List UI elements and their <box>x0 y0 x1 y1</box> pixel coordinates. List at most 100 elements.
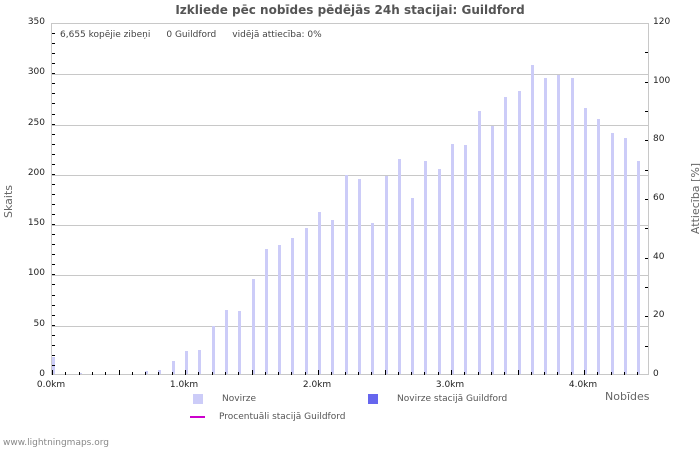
x-tick-mark <box>91 372 93 375</box>
legend-item-percent: Procentuāli stacijā Guildford <box>190 412 345 422</box>
stats-ratio: vidējā attiecība: 0% <box>232 30 322 40</box>
x-tick-mark <box>145 372 147 375</box>
x-tick-mark <box>597 372 599 375</box>
x-tick-mark <box>610 372 612 375</box>
y-right-tick-mark <box>645 257 648 259</box>
y-tick-mark <box>52 173 55 175</box>
x-tick-mark <box>78 372 80 375</box>
y-right-tick-mark <box>645 199 648 200</box>
bar <box>185 350 188 374</box>
y-tick-mark <box>52 244 55 246</box>
y-tick-mark <box>52 63 55 65</box>
x-tick-mark <box>224 372 226 375</box>
y-tick-mark <box>52 103 55 105</box>
gridline <box>52 275 648 277</box>
gridline <box>52 325 648 327</box>
legend-item-novirze: Novirze <box>193 394 256 404</box>
y-tick-mark <box>52 73 55 75</box>
y-tick-mark <box>52 254 55 256</box>
x-tick-mark <box>264 372 266 375</box>
footer-link[interactable]: www.lightningmaps.org <box>3 438 109 448</box>
y-tick-mark <box>52 264 55 266</box>
x-tick-mark <box>318 370 319 375</box>
x-tick-mark <box>357 372 359 375</box>
y-tick-mark <box>52 163 55 165</box>
y-right-tick-mark <box>645 228 648 230</box>
x-tick-mark <box>411 372 413 375</box>
bar <box>477 110 481 374</box>
x-tick-mark <box>384 370 386 375</box>
bar <box>530 65 534 374</box>
y-right-tick-mark <box>645 81 648 83</box>
x-tick-mark <box>238 372 240 375</box>
legend-swatch-dark-icon <box>368 394 378 404</box>
chart-title: Izkliede pēc nobīdes pēdējās 24h stacija… <box>175 3 525 17</box>
bar <box>78 373 82 374</box>
x-tick-mark <box>278 372 280 375</box>
x-tick-label: 2.0km <box>302 380 332 390</box>
bar <box>544 78 548 374</box>
bar <box>584 107 587 374</box>
y-tick-mark <box>52 193 55 195</box>
x-tick-label: 3.0km <box>435 380 465 390</box>
y-tick-mark <box>52 304 55 306</box>
y-tick-mark <box>52 354 55 356</box>
stats-station: 0 Guildford <box>166 30 217 40</box>
y-tick-mark <box>52 123 55 125</box>
y-tick-mark <box>52 324 55 326</box>
y-tick-mark <box>52 113 55 115</box>
y-tick-mark <box>52 314 55 316</box>
y-tick-mark <box>52 234 55 236</box>
bar <box>437 168 441 374</box>
x-tick-mark <box>397 372 399 375</box>
bar <box>517 91 521 374</box>
bar <box>198 349 202 374</box>
x-tick-label: 0.0km <box>36 380 66 390</box>
y-right-tick-label: 60 <box>653 193 665 203</box>
x-tick-mark <box>584 370 585 375</box>
y-right-tick-label: 100 <box>653 75 671 86</box>
legend-label: Procentuāli stacijā Guildford <box>219 412 346 422</box>
x-tick-mark <box>557 372 559 375</box>
bar <box>570 78 574 374</box>
y-tick-label: 200 <box>27 167 45 178</box>
x-tick-mark <box>437 372 439 375</box>
x-tick-mark <box>504 372 506 375</box>
y-tick-mark <box>52 224 55 226</box>
x-tick-mark <box>65 372 67 375</box>
y-right-tick-mark <box>645 316 648 318</box>
x-tick-mark <box>451 370 452 375</box>
bar <box>411 198 415 374</box>
bar <box>557 75 561 374</box>
y-tick-mark <box>52 284 55 286</box>
y-right-tick-label: 20 <box>653 310 665 321</box>
bar <box>451 143 454 374</box>
bar <box>610 132 614 374</box>
x-tick-label: 1.0km <box>169 380 199 390</box>
bar <box>145 370 149 374</box>
x-tick-mark <box>344 372 346 375</box>
y-tick-label: 100 <box>27 268 45 279</box>
y-right-tick-mark <box>645 111 648 112</box>
x-tick-label: 4.0km <box>568 380 598 390</box>
y-tick-label: 50 <box>33 318 45 329</box>
y-right-tick-mark <box>645 169 648 171</box>
x-tick-mark <box>623 372 625 375</box>
y-tick-mark <box>52 153 55 155</box>
bar <box>371 223 375 374</box>
x-tick-mark <box>118 370 120 375</box>
x-tick-mark <box>158 372 160 375</box>
bar <box>637 160 641 374</box>
legend-swatch-light-icon <box>193 394 203 404</box>
y-tick-mark <box>52 183 55 185</box>
y-tick-mark <box>52 83 55 85</box>
y-tick-mark <box>52 334 55 336</box>
x-tick-mark <box>570 372 572 375</box>
plot-area <box>51 23 649 375</box>
x-tick-mark <box>52 370 53 375</box>
x-tick-mark <box>105 372 107 375</box>
y-tick-label: 150 <box>27 218 45 229</box>
bar <box>384 175 388 374</box>
y-tick-mark <box>52 364 55 366</box>
y-right-tick-label: 120 <box>653 17 671 27</box>
